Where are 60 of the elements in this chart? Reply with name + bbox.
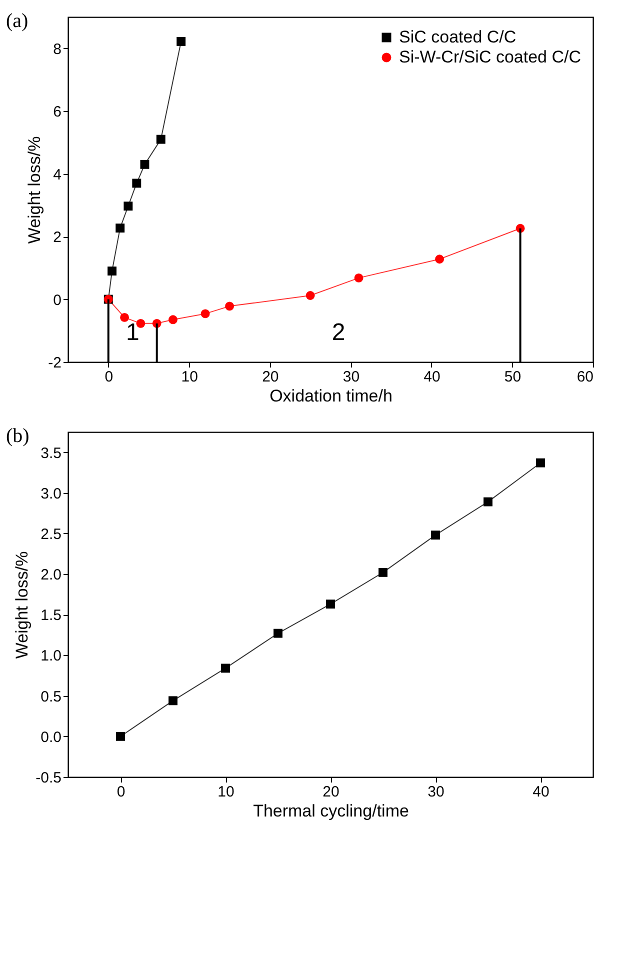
point: [306, 291, 315, 300]
point: [116, 224, 125, 233]
point: [116, 732, 125, 741]
point: [354, 273, 364, 282]
legend-label: SiC coated C/C: [399, 28, 516, 46]
x-axis-title: Oxidation time/h: [270, 386, 392, 406]
x-axis-title: Thermal cycling/time: [253, 802, 409, 820]
point: [225, 302, 234, 311]
y-tick-label: 6: [53, 104, 62, 121]
point: [484, 497, 492, 506]
x-tick-label: 0: [104, 368, 114, 386]
y-tick-label: 0: [53, 292, 62, 309]
x-tick-label: 20: [262, 368, 279, 386]
y-tick-label: 2.5: [40, 526, 62, 543]
point: [435, 254, 444, 264]
x-tick-label: 40: [424, 368, 440, 386]
chart-title: (a): [6, 10, 28, 32]
point: [378, 568, 388, 577]
y-tick-label: 0.0: [40, 728, 62, 746]
y-tick-label: 3.0: [40, 485, 62, 502]
x-tick-label: 30: [342, 368, 360, 386]
y-axis-title: Weight loss/%: [12, 551, 32, 659]
point: [326, 600, 335, 609]
x-tick-label: 50: [504, 368, 522, 386]
y-tick-label: 1.0: [40, 648, 62, 665]
point: [140, 160, 150, 169]
y-tick-label: 0.5: [40, 688, 62, 706]
point: [168, 315, 178, 324]
x-tick-label: 30: [428, 784, 444, 800]
y-tick-label: 4: [53, 166, 62, 184]
point: [274, 628, 282, 638]
point: [120, 313, 130, 322]
x-tick-label: 20: [322, 784, 340, 800]
point: [124, 202, 133, 211]
y-tick-label: 2.0: [40, 566, 62, 584]
y-tick-label: -0.5: [36, 770, 62, 786]
x-tick-label: 60: [576, 368, 594, 386]
point: [168, 696, 178, 706]
point: [176, 36, 186, 46]
x-tick-label: 10: [181, 368, 198, 386]
chart-title: (b): [6, 425, 30, 447]
x-tick-label: 40: [532, 784, 550, 800]
y-tick-label: 1.5: [40, 607, 62, 624]
y-tick-label: 2: [53, 229, 62, 246]
point: [431, 530, 440, 540]
annotation: 2: [332, 318, 346, 346]
point: [221, 664, 230, 673]
x-tick-label: 0: [116, 784, 126, 800]
y-tick-label: 3.5: [40, 444, 62, 462]
legend-label: Si-W-Cr/SiC coated C/C: [399, 48, 581, 66]
point: [108, 266, 116, 276]
point: [132, 178, 142, 188]
point: [536, 458, 545, 468]
y-axis-title: Weight loss/%: [25, 136, 44, 244]
point: [200, 309, 210, 318]
x-tick-label: 10: [218, 784, 234, 800]
y-tick-label: 8: [53, 40, 62, 58]
annotation: 1: [126, 318, 140, 346]
y-tick-label: -2: [48, 354, 62, 372]
point: [156, 134, 166, 144]
